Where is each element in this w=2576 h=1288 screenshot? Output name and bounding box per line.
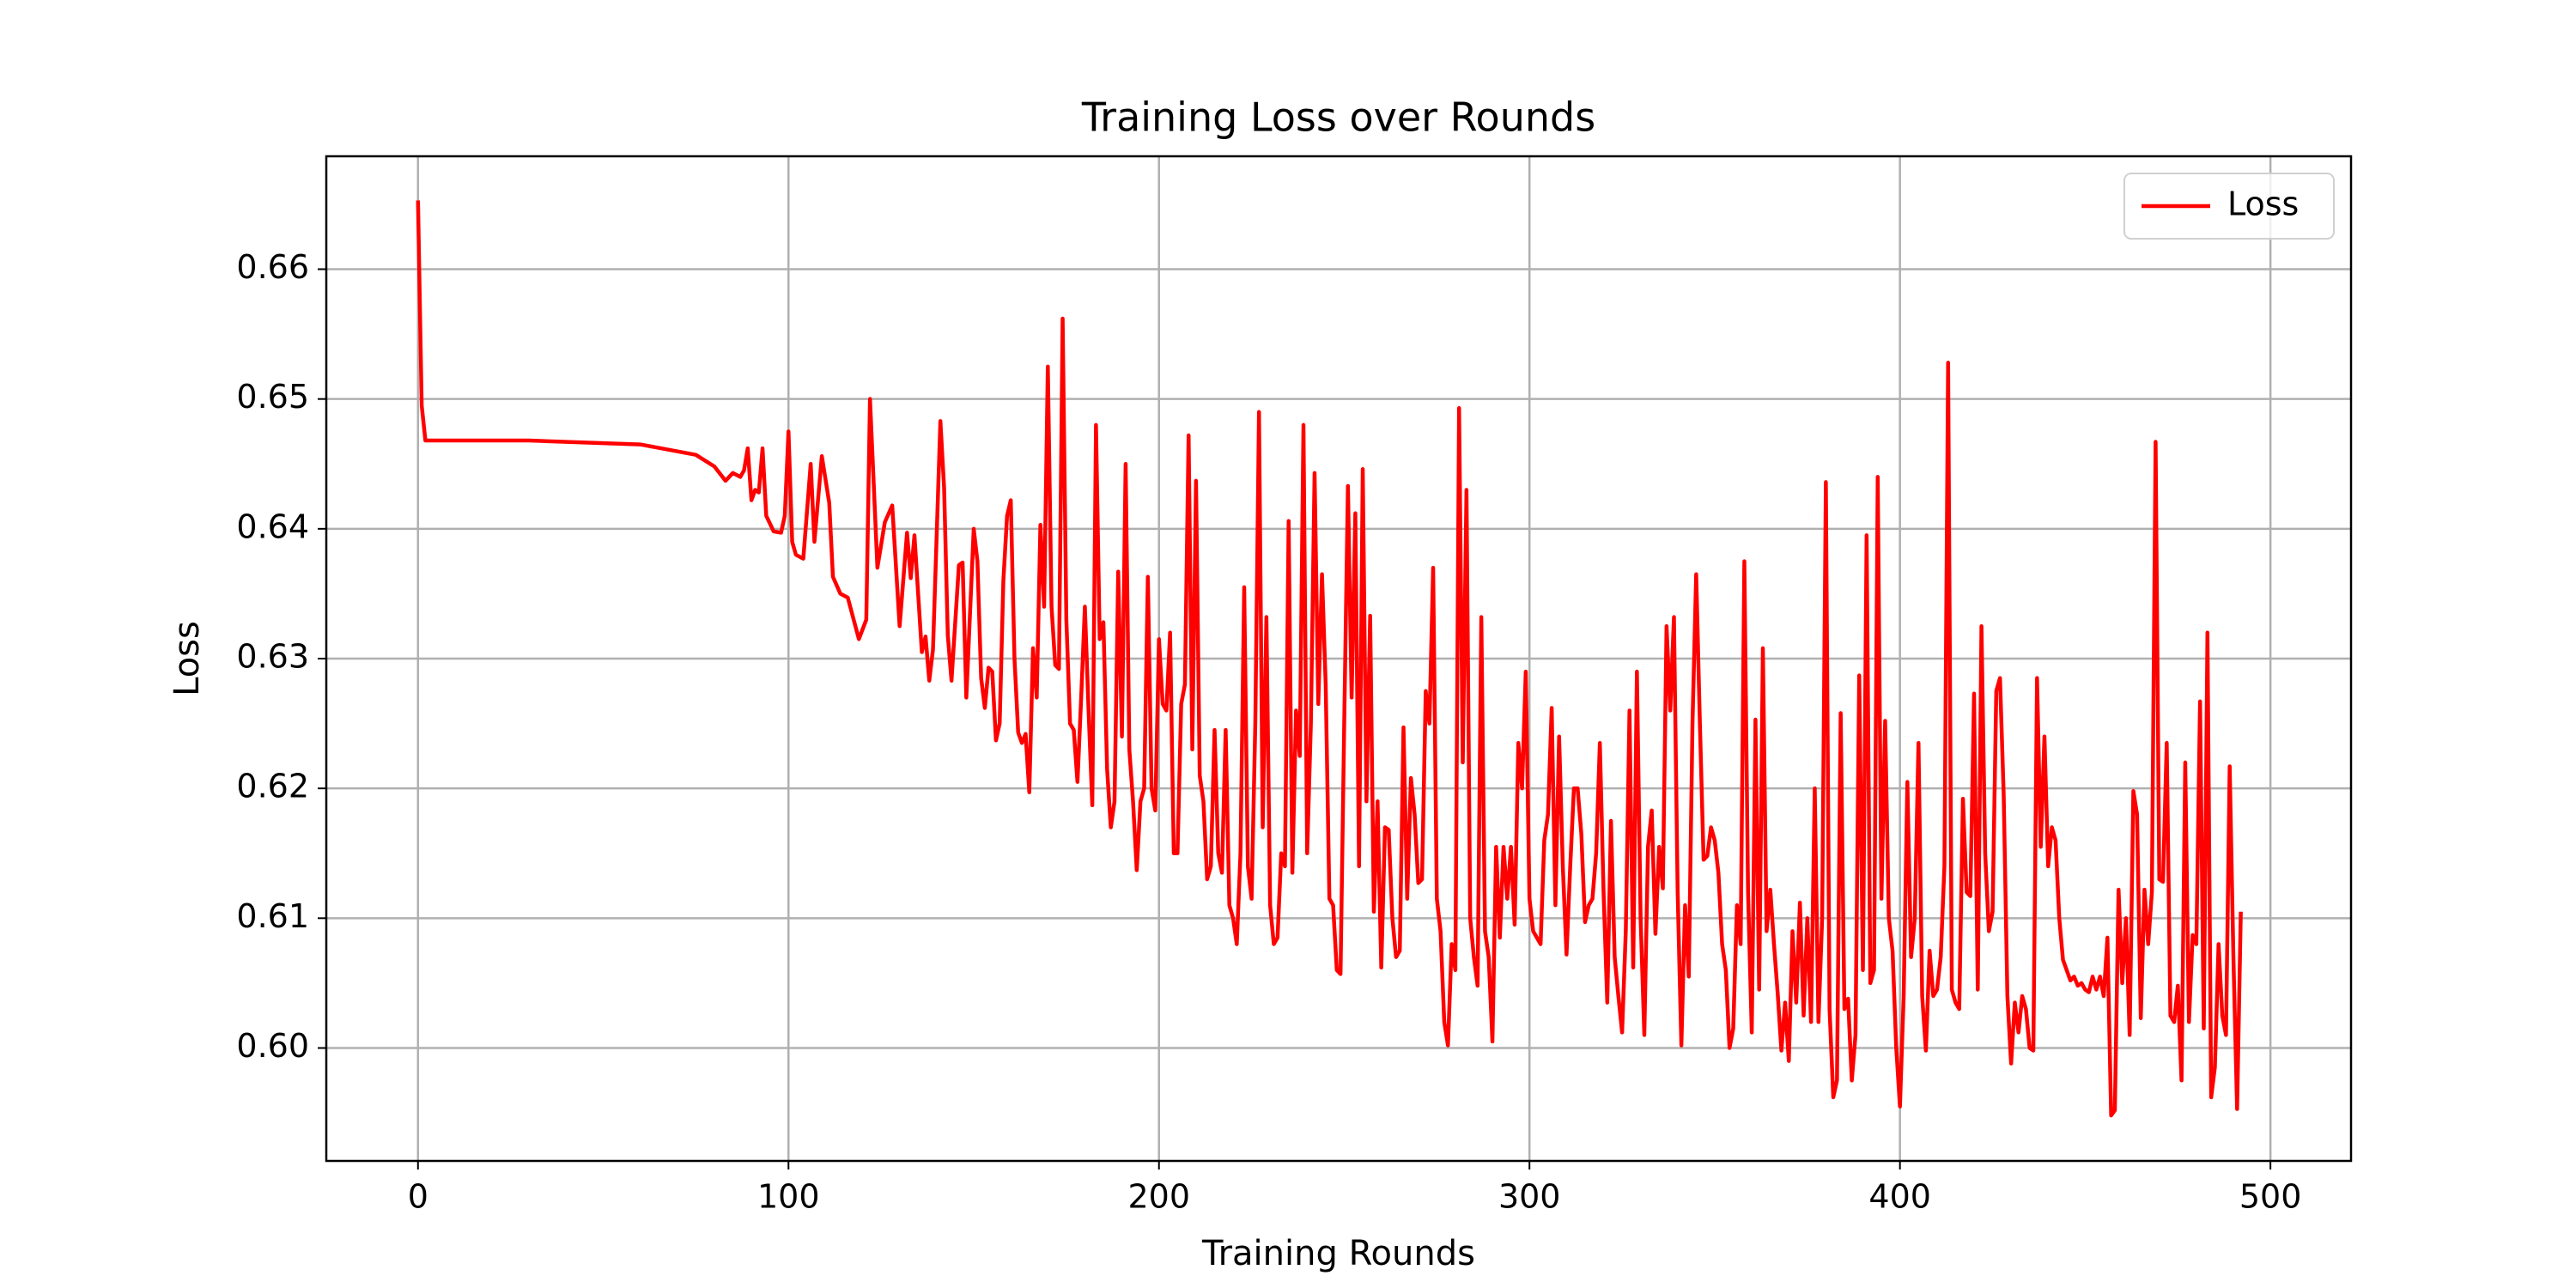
x-tick-label: 200 <box>1127 1178 1190 1216</box>
legend-label: Loss <box>2227 185 2299 223</box>
loss-line <box>416 200 2243 1118</box>
y-tick-label: 0.63 <box>236 638 309 676</box>
legend-box <box>2123 173 2335 240</box>
y-tick-label: 0.62 <box>236 768 309 805</box>
x-tick-label: 500 <box>2239 1178 2302 1216</box>
y-tick-label: 0.65 <box>236 378 309 416</box>
y-tick-label: 0.61 <box>236 897 309 935</box>
chart-title: Training Loss over Rounds <box>1081 94 1595 141</box>
y-axis-label: Loss <box>167 621 207 696</box>
x-tick-label: 400 <box>1868 1178 1931 1216</box>
x-axis-label: Training Rounds <box>1201 1234 1475 1273</box>
y-tick-label: 0.60 <box>236 1027 309 1065</box>
x-tick-label: 100 <box>757 1178 820 1216</box>
plot-frame <box>325 155 2353 1163</box>
y-tick-label: 0.64 <box>236 507 309 545</box>
x-tick-label: 0 <box>408 1178 428 1216</box>
y-tick-label: 0.66 <box>236 248 309 286</box>
x-tick-label: 300 <box>1498 1178 1561 1216</box>
